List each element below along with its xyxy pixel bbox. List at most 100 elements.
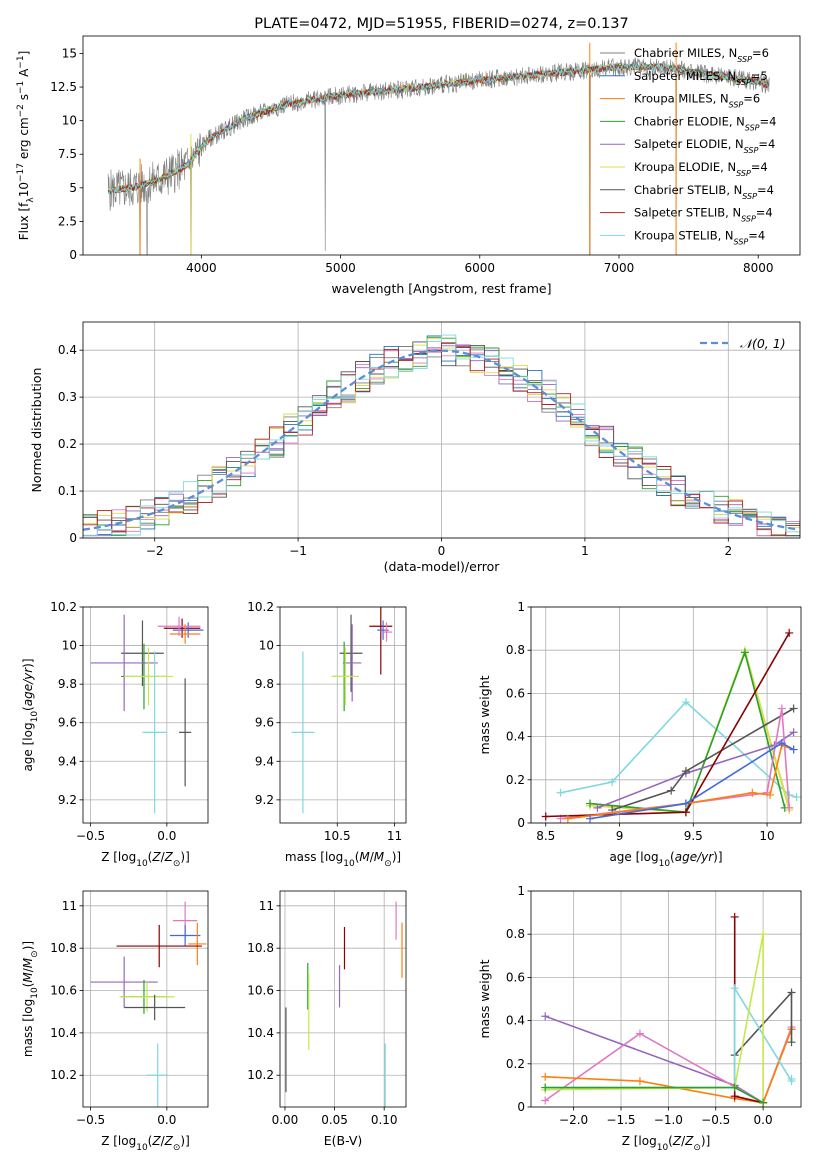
legend-text: Kroupa ELODIE, N [634,160,736,174]
label-part: )] [180,1134,189,1148]
label-part: Z [log [101,1134,136,1148]
legend-sub: SSP [736,77,751,86]
label-part: −1 [16,81,26,94]
axes-frame [82,606,209,824]
y-tick-label: 9.8 [255,677,274,691]
y-tick-label: 15 [62,46,77,60]
label-part: )] [713,850,722,864]
label-part: 10 [136,859,148,869]
label-part: −1 [16,55,26,68]
label-part: −2 [16,104,26,117]
legend-entry: Salpeter STELIB, NSSP=4 [634,206,773,224]
legend-suffix: =4 [757,183,774,197]
legend-text: Salpeter ELODIE, N [634,137,744,151]
y-tick-label: 0 [69,531,77,545]
legend-entry: Chabrier STELIB, NSSP=4 [634,183,774,201]
y-tick-label: 0 [69,248,77,262]
plot-area [90,614,204,814]
label-part: Z [684,1134,694,1148]
label-part: mass [log [21,999,35,1057]
grid-lines [83,606,208,823]
y-tick-label: 10.4 [50,1026,77,1040]
y-tick-label: 0 [517,1100,525,1114]
legend-sub: SSP [737,55,752,64]
x-axis-label: wavelength [Angstrom, rest frame] [331,281,551,296]
label-part: )] [701,1134,710,1148]
point-marker [541,1072,550,1081]
y-tick-label: 9.4 [58,754,77,768]
x-tick-label: 1 [581,544,589,558]
point-marker [563,814,572,823]
point-marker [789,745,798,754]
label-part: ( [21,706,35,711]
y-tick-label: 1 [517,600,525,614]
x-tick-label: −0.5 [76,829,105,843]
label-part: ⊙ [693,1143,701,1153]
y-tick-label: 1 [517,884,525,898]
point-marker [593,803,602,812]
point-marker [681,799,690,808]
x-tick-label: −0.5 [701,1113,730,1127]
legend-text: Salpeter MILES, N [634,69,736,83]
legend-suffix: =6 [743,92,760,106]
x-tick-label: 0.05 [321,1113,348,1127]
point-marker [541,1096,550,1105]
x-tick-label: 10 [759,829,774,843]
mass-weight-line [589,742,794,820]
grid-lines [83,891,208,1107]
label-part: ( [355,850,360,864]
x-tick-label: 4000 [186,261,217,275]
y-tick-label: 10 [62,114,77,128]
x-axis-label: Z [log10(Z/Z⊙)] [622,1134,711,1153]
legend-suffix: =6 [752,46,769,60]
x-tick-label: 8000 [743,261,774,275]
legend-entry: Chabrier ELODIE, NSSP=4 [634,114,776,131]
label-part: s [17,94,31,104]
label-part: ( [21,983,35,988]
point-marker [586,799,595,808]
point-marker [681,808,690,817]
x-tick-label: 0.0 [157,829,176,843]
x-tick-label: −1.5 [606,1113,635,1127]
x-tick-label: −1.0 [654,1113,683,1127]
label-part: Z [672,1134,682,1148]
x-tick-label: 5000 [325,261,356,275]
point-marker [748,788,757,797]
y-tick-label: 9.8 [58,677,77,691]
x-tick-label: −2 [146,544,164,558]
point-marker [541,1012,550,1021]
label-part: erg cm [17,117,31,163]
y-tick-label: 0.6 [506,686,525,700]
legend-entry: Salpeter MILES, NSSP=5 [634,69,768,87]
x-tick-label: −0.5 [76,1113,105,1127]
label-part: )] [392,850,401,864]
legend-sub: SSP [734,237,749,246]
legend-sub: SSP [742,191,757,200]
y-tick-label: 10.8 [50,941,77,955]
y-axis-label: mass weight [477,959,492,1038]
legend-entry: Salpeter ELODIE, NSSP=4 [634,137,775,155]
y-tick-label: 0.2 [506,773,525,787]
point-marker [787,988,796,997]
label-part: )] [21,941,35,950]
model-spectrum [107,62,769,195]
y-tick-label: 0.4 [506,1014,525,1028]
point-marker [785,628,794,637]
point-marker [740,648,749,657]
legend-suffix: =5 [751,69,768,83]
axes-residuals: −2 −1 0 1 2 0 0.1 0.2 0.3 0.4 (data-model)/error No… [29,321,801,574]
label-part: 10 [30,987,40,999]
x-tick-label: 2 [724,544,732,558]
point-marker [667,786,676,795]
y-tick-label: 0.1 [58,484,77,498]
y-axis-label: age [log10(age/yr)] [21,658,40,771]
y-tick-label: 7.5 [58,147,77,161]
y-tick-label: 2.5 [58,214,77,228]
label-part: M [359,850,370,864]
label-part: age/yr [675,850,714,864]
y-tick-label: 9.4 [255,754,274,768]
point-marker [787,1038,796,1047]
point-marker [541,1083,550,1092]
